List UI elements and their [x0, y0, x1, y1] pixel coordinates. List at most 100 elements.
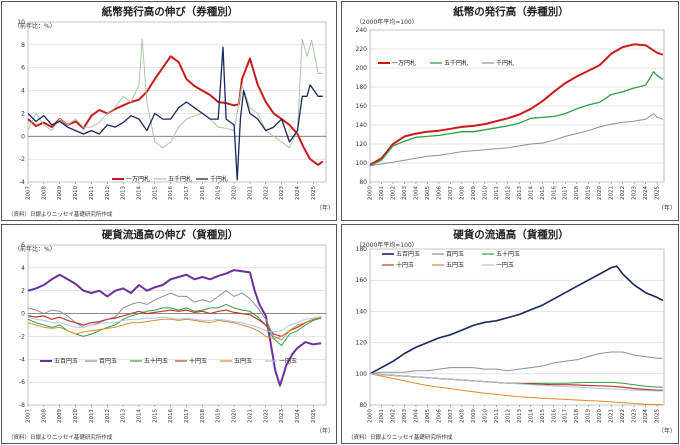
x-tick-label: 2006 — [436, 409, 442, 423]
x-tick-label: 2008 — [41, 186, 47, 200]
series-line-4 — [369, 373, 663, 406]
x-tick-label: 2000 — [368, 409, 374, 423]
x-tick-label: 2006 — [436, 186, 442, 200]
legend-label: 一円玉 — [496, 262, 514, 269]
source-note: （資料）日銀よりニッセイ基礎研究所作成 — [8, 433, 113, 441]
x-tick-label: 2011 — [494, 186, 500, 200]
x-tick-label: 2023 — [279, 186, 285, 200]
y-axis-label: （前年比：%） — [14, 245, 56, 253]
legend-label: 五百円玉 — [396, 251, 420, 258]
y-tick-label: 4 — [21, 88, 25, 95]
x-tick-label: 2016 — [551, 409, 557, 423]
y-tick-label: 200 — [356, 65, 368, 72]
series-line-2 — [27, 303, 322, 347]
y-tick-label: 140 — [356, 122, 368, 129]
x-tick-label: 2010 — [73, 409, 79, 423]
y-tick-label: 80 — [359, 402, 367, 409]
x-tick-label: 2018 — [574, 409, 580, 423]
x-tick-label: 2011 — [494, 409, 500, 423]
x-tick-label: 2008 — [459, 186, 465, 200]
x-tick-label: 2023 — [632, 186, 638, 200]
x-tick-label: 2024 — [643, 409, 649, 423]
y-tick-label: 140 — [356, 308, 368, 315]
x-tick-label: 2014 — [136, 186, 142, 200]
y-tick-label: -4 — [19, 356, 25, 363]
x-tick-label: 2003 — [402, 186, 408, 200]
x-tick-label: 2021 — [609, 186, 615, 200]
series-line-0 — [369, 265, 664, 375]
x-tick-label: 2020 — [232, 409, 238, 423]
x-tick-label: 2015 — [540, 186, 546, 200]
x-tick-label: 2015 — [540, 409, 546, 423]
series-line-5 — [27, 316, 322, 333]
x-tick-label: 2018 — [200, 186, 206, 200]
x-tick-label: 2023 — [279, 409, 285, 423]
x-tick-label: 2011 — [89, 186, 95, 200]
x-tick-label: 2001 — [379, 186, 385, 200]
x-tick-label: 2010 — [482, 409, 488, 423]
x-tick-label: 2019 — [216, 409, 222, 423]
series-line-1 — [369, 71, 664, 167]
legend-label: 千円札 — [210, 175, 228, 183]
panel-banknote-issuance: 紙幣の発行高（券種別） （2000年平均=100） 240 220 200 180 160 1… — [341, 1, 679, 221]
x-tick-label: 2009 — [471, 186, 477, 200]
legend-label: 百円玉 — [446, 251, 464, 258]
y-tick-label: 100 — [356, 160, 368, 167]
y-tick-label: -4 — [19, 179, 25, 186]
x-tick-label: 2023 — [632, 409, 638, 423]
x-tick-label: 2022 — [263, 186, 269, 200]
series-line-3 — [27, 309, 322, 337]
legend-label: 五百円玉 — [54, 358, 78, 365]
x-tick-label: 2014 — [136, 409, 142, 423]
legend-label: 百円玉 — [99, 358, 117, 365]
series-line-0 — [369, 43, 664, 166]
x-tick-label: 2014 — [528, 409, 534, 423]
y-tick-label: -6 — [19, 379, 25, 386]
x-tick-label: 2005 — [425, 186, 431, 200]
y-tick-label: 160 — [356, 103, 368, 110]
x-tick-label: 2019 — [586, 186, 592, 200]
series-line-2 — [369, 113, 664, 167]
x-tick-label: 2021 — [609, 409, 615, 423]
source-note: （資料）日銀よりニッセイ基礎研究所作成 — [8, 210, 113, 218]
y-tick-label: 0 — [21, 133, 25, 140]
x-tick-label: 2005 — [425, 409, 431, 423]
x-tick-label: 2011 — [89, 409, 95, 423]
x-axis-unit: （年） — [658, 427, 676, 435]
x-tick-label: 2016 — [168, 186, 174, 200]
x-tick-label: 2007 — [26, 186, 32, 200]
chart-title: 紙幣発行高の伸び（券種別） — [102, 5, 239, 18]
x-tick-label: 2021 — [247, 186, 253, 200]
legend-label: 一万円札 — [392, 59, 416, 67]
series-line-3 — [369, 373, 663, 391]
series-line-4 — [27, 316, 322, 340]
y-tick-label: 80 — [359, 179, 367, 186]
y-tick-label: 120 — [356, 340, 368, 347]
x-tick-label: 2018 — [200, 409, 206, 423]
y-tick-label: 4 — [21, 265, 25, 272]
x-tick-label: 2010 — [73, 186, 79, 200]
x-tick-label: 2025 — [655, 409, 661, 423]
legend-label: 一円玉 — [279, 358, 297, 365]
plot-area — [27, 21, 327, 183]
chart-title: 硬貨流通高の伸び（貨種別） — [102, 228, 239, 241]
x-tick-label: 2009 — [57, 409, 63, 423]
x-tick-label: 2008 — [41, 409, 47, 423]
x-tick-label: 2022 — [263, 409, 269, 423]
y-axis-label: （前年比：%） — [14, 22, 56, 30]
x-tick-label: 2017 — [563, 186, 569, 200]
x-tick-label: 2012 — [505, 186, 511, 200]
x-tick-label: 2003 — [402, 409, 408, 423]
x-tick-label: 2008 — [459, 409, 465, 423]
x-tick-label: 2013 — [517, 409, 523, 423]
chart-coin-circulation: 硬貨の流通高（貨種別） （2000年平均=100）180 160 140 120 100 8… — [348, 228, 676, 441]
y-axis-label: （2000年平均=100） — [356, 18, 418, 26]
y-tick-label: 180 — [356, 246, 368, 253]
x-tick-label: 2024 — [295, 186, 301, 200]
x-tick-label: 2009 — [57, 186, 63, 200]
x-tick-label: 2013 — [121, 186, 127, 200]
y-tick-label: 6 — [21, 65, 25, 72]
x-tick-label: 2016 — [551, 186, 557, 200]
chart-title: 硬貨の流通高（貨種別） — [453, 228, 569, 241]
